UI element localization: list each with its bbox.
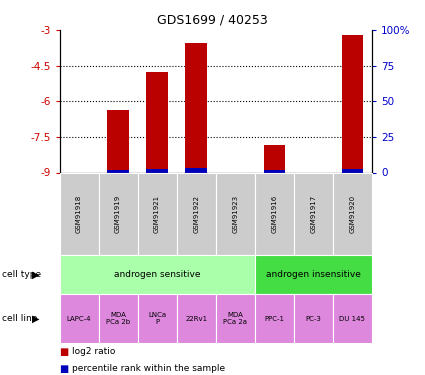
Text: LAPC-4: LAPC-4 (67, 316, 91, 322)
Bar (264, 170, 285, 172)
Bar (342, 35, 363, 172)
Text: ▶: ▶ (32, 314, 40, 324)
Text: ■: ■ (60, 347, 69, 357)
Text: 22Rv1: 22Rv1 (185, 316, 207, 322)
Text: ▶: ▶ (32, 270, 40, 280)
Text: PPC-1: PPC-1 (264, 316, 284, 322)
Text: cell type: cell type (2, 270, 41, 279)
Text: MDA
PCa 2a: MDA PCa 2a (223, 312, 247, 325)
Bar (146, 169, 168, 172)
Text: GSM91916: GSM91916 (271, 195, 277, 233)
Text: GSM91922: GSM91922 (193, 195, 199, 233)
Text: androgen insensitive: androgen insensitive (266, 270, 361, 279)
Bar (146, 72, 168, 172)
Bar (185, 43, 207, 172)
Text: GSM91920: GSM91920 (349, 195, 355, 233)
Text: MDA
PCa 2b: MDA PCa 2b (106, 312, 130, 325)
Text: cell line: cell line (2, 314, 37, 323)
Text: androgen sensitive: androgen sensitive (114, 270, 200, 279)
Text: LNCa
P: LNCa P (148, 312, 166, 325)
Text: log2 ratio: log2 ratio (72, 347, 116, 356)
Bar (185, 168, 207, 172)
Bar (108, 110, 129, 172)
Text: PC-3: PC-3 (306, 316, 321, 322)
Text: GSM91917: GSM91917 (310, 195, 316, 233)
Bar (264, 145, 285, 172)
Text: GSM91919: GSM91919 (115, 195, 121, 233)
Text: GSM91923: GSM91923 (232, 195, 238, 233)
Text: GSM91918: GSM91918 (76, 195, 82, 233)
Text: DU 145: DU 145 (340, 316, 366, 322)
Bar (342, 169, 363, 172)
Text: GSM91921: GSM91921 (154, 195, 160, 233)
Text: GDS1699 / 40253: GDS1699 / 40253 (157, 13, 268, 26)
Bar (108, 170, 129, 172)
Text: ■: ■ (60, 364, 69, 374)
Text: percentile rank within the sample: percentile rank within the sample (72, 364, 225, 373)
